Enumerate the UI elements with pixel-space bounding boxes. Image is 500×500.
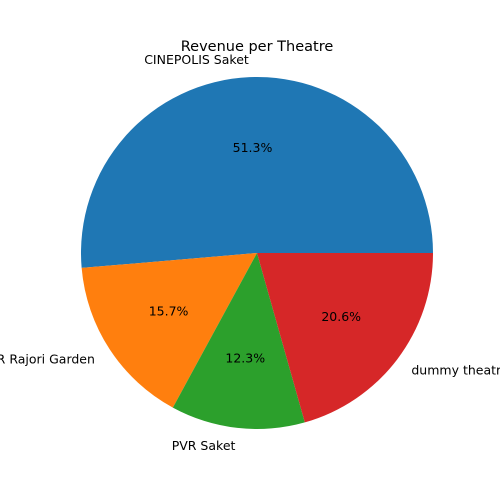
pie-slice-dummy-theatre — [257, 253, 433, 423]
percent-label-pvr-saket: 12.3% — [225, 350, 265, 365]
pie-slices — [80, 77, 433, 429]
category-label-cinepolis-saket: CINEPOLIS Saket — [144, 52, 249, 67]
category-label-pvr-rajori-garden: PVR Rajori Garden — [0, 351, 95, 366]
chart-title: Revenue per Theatre — [181, 39, 334, 55]
percent-labels: 51.3% 15.7% 12.3% 20.6% — [149, 140, 361, 365]
percent-label-dummy-theatre: 20.6% — [321, 309, 361, 324]
percent-label-pvr-rajori-garden: 15.7% — [149, 303, 189, 318]
percent-label-cinepolis-saket: 51.3% — [233, 140, 273, 155]
pie-slice-pvr-rajori-garden — [81, 253, 258, 408]
category-label-dummy-theatre: dummy theatre — [411, 362, 500, 377]
category-label-pvr-saket: PVR Saket — [172, 438, 236, 453]
category-labels: CINEPOLIS Saket PVR Rajori Garden PVR Sake… — [0, 52, 500, 453]
pie-slice-pvr-saket — [172, 253, 305, 429]
pie-slice-cinepolis-saket — [80, 77, 433, 268]
